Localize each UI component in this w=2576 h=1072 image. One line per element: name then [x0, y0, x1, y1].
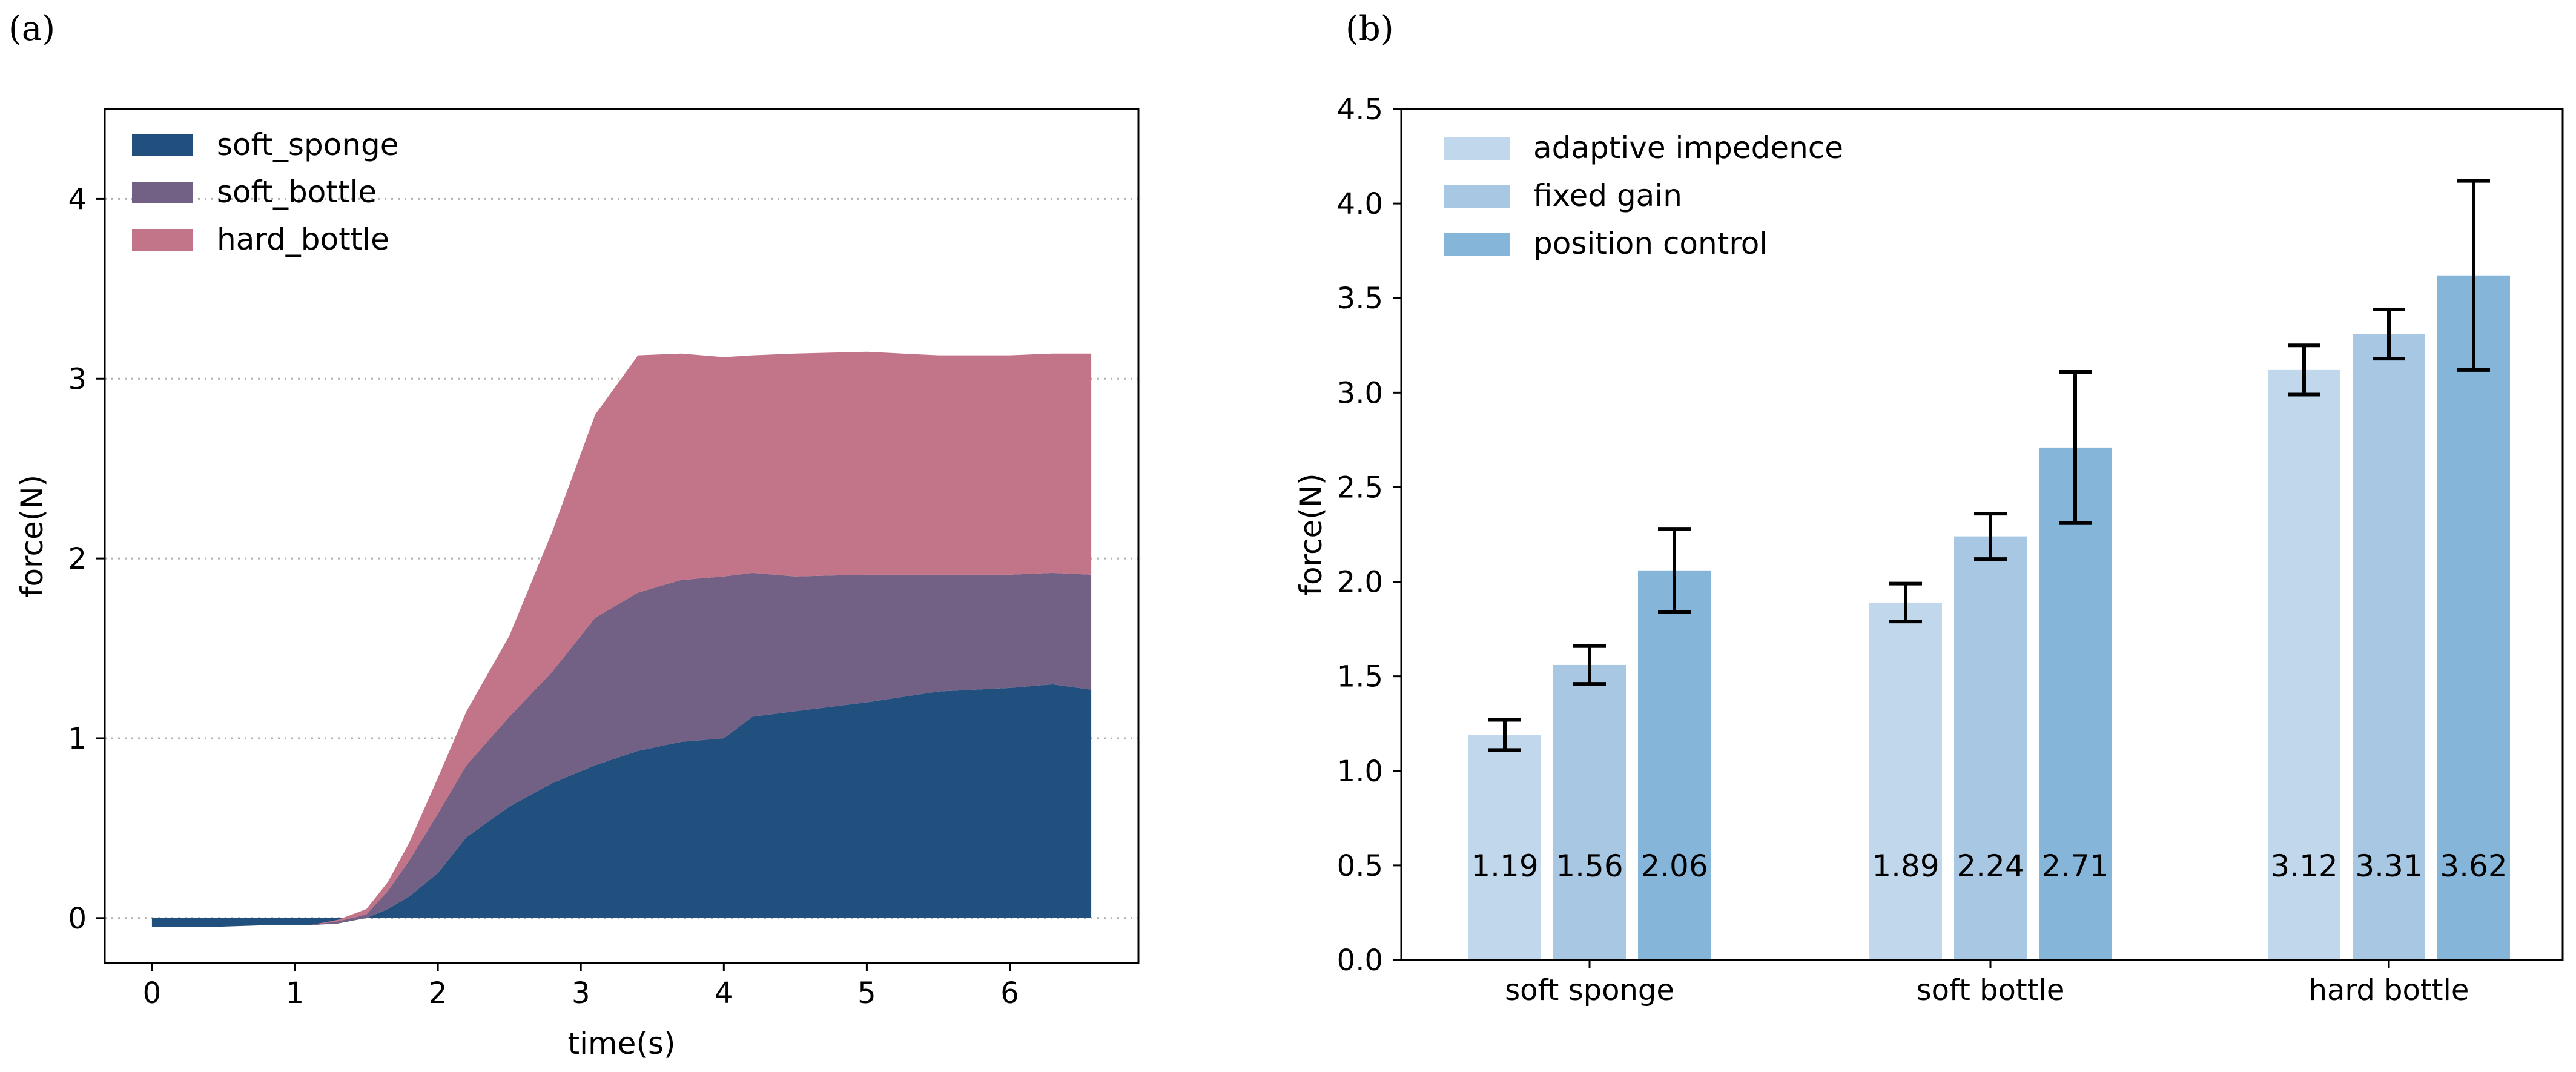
bar [1869, 602, 1942, 960]
legend-label: hard_bottle [217, 222, 389, 257]
y-tick-label: 4.5 [1337, 93, 1383, 127]
y-tick-label: 4 [68, 182, 87, 216]
y-tick-label: 3.0 [1337, 376, 1383, 410]
plot-frame [1400, 108, 2564, 961]
bar [2268, 369, 2340, 960]
stacked-area-chart: 0 1 2 3 4 5 6 0 1 2 3 4 time(s) force(N) soft_spongeso… [15, 108, 1140, 1061]
bar [2437, 275, 2510, 960]
y-tick-label: 2 [68, 542, 87, 576]
legend-swatch [1444, 137, 1510, 160]
x-tick-label: 4 [715, 976, 733, 1010]
bar-value-label: 3.62 [2440, 849, 2507, 884]
legend-label: soft_bottle [217, 174, 377, 210]
x-axis-label: time(s) [567, 1026, 675, 1061]
x-tick-label: 5 [857, 976, 876, 1010]
grouped-bar-chart: 1.19 1.89 3.12 1.56 2.24 3.31 2.06 2.71 3.62 0.0 0… [1293, 93, 2564, 1007]
panel-label-a: (a) [8, 9, 55, 48]
legend-label: soft_sponge [217, 127, 399, 162]
y-tick-label: 2.0 [1337, 566, 1383, 600]
bar-value-label: 2.06 [1640, 849, 1708, 884]
bar [1468, 735, 1541, 960]
area-hard-bottle [151, 351, 1092, 927]
legend-label: fixed gain [1533, 178, 1682, 213]
legend-swatch [132, 229, 193, 251]
bar [1638, 570, 1711, 960]
legend-label: position control [1533, 226, 1768, 261]
bar [2353, 334, 2425, 960]
y-tick-label: 0 [68, 902, 87, 936]
legend-swatch [132, 182, 193, 203]
panel-label-b: (b) [1346, 9, 1394, 48]
x-tick-label: 0 [143, 976, 162, 1010]
category-label: soft bottle [1917, 973, 2065, 1007]
bar-value-label: 3.12 [2270, 849, 2337, 884]
bar-value-label: 1.89 [1872, 849, 1939, 884]
bar [1954, 536, 2027, 960]
x-tick-label: 1 [286, 976, 305, 1010]
x-tick-label: 3 [572, 976, 590, 1010]
x-tick-label: 2 [429, 976, 447, 1010]
legend-swatch [132, 134, 193, 156]
bar-value-label: 3.31 [2355, 849, 2422, 884]
bar-value-label: 2.24 [1957, 849, 2024, 884]
y-axis-label: force(N) [15, 475, 50, 597]
y-tick-label: 3 [68, 362, 87, 396]
y-tick-label: 1.5 [1337, 660, 1383, 694]
bar [1553, 664, 1626, 960]
category-label: soft sponge [1505, 973, 1674, 1007]
area-soft-bottle [151, 572, 1092, 927]
y-tick-label: 0.5 [1337, 849, 1383, 883]
category-label: hard bottle [2309, 973, 2469, 1007]
area-soft-sponge [151, 684, 1092, 927]
y-tick-label: 2.5 [1337, 471, 1383, 505]
legend-label: adaptive impedence [1533, 130, 1843, 165]
bar-value-label: 1.56 [1556, 849, 1623, 884]
y-tick-label: 1.0 [1337, 755, 1383, 789]
legend-swatch [1444, 185, 1510, 208]
bar-value-label: 2.71 [2041, 849, 2109, 884]
y-tick-label: 3.5 [1337, 282, 1383, 316]
bar-value-label: 1.19 [1471, 849, 1538, 884]
plot-frame [104, 108, 1140, 964]
y-tick-label: 0.0 [1337, 944, 1383, 978]
x-tick-label: 6 [1000, 976, 1019, 1010]
legend-swatch [1444, 233, 1510, 256]
y-tick-label: 1 [68, 722, 87, 756]
y-axis-label: force(N) [1293, 473, 1329, 595]
y-tick-label: 4.0 [1337, 187, 1383, 221]
bar [2039, 447, 2112, 960]
